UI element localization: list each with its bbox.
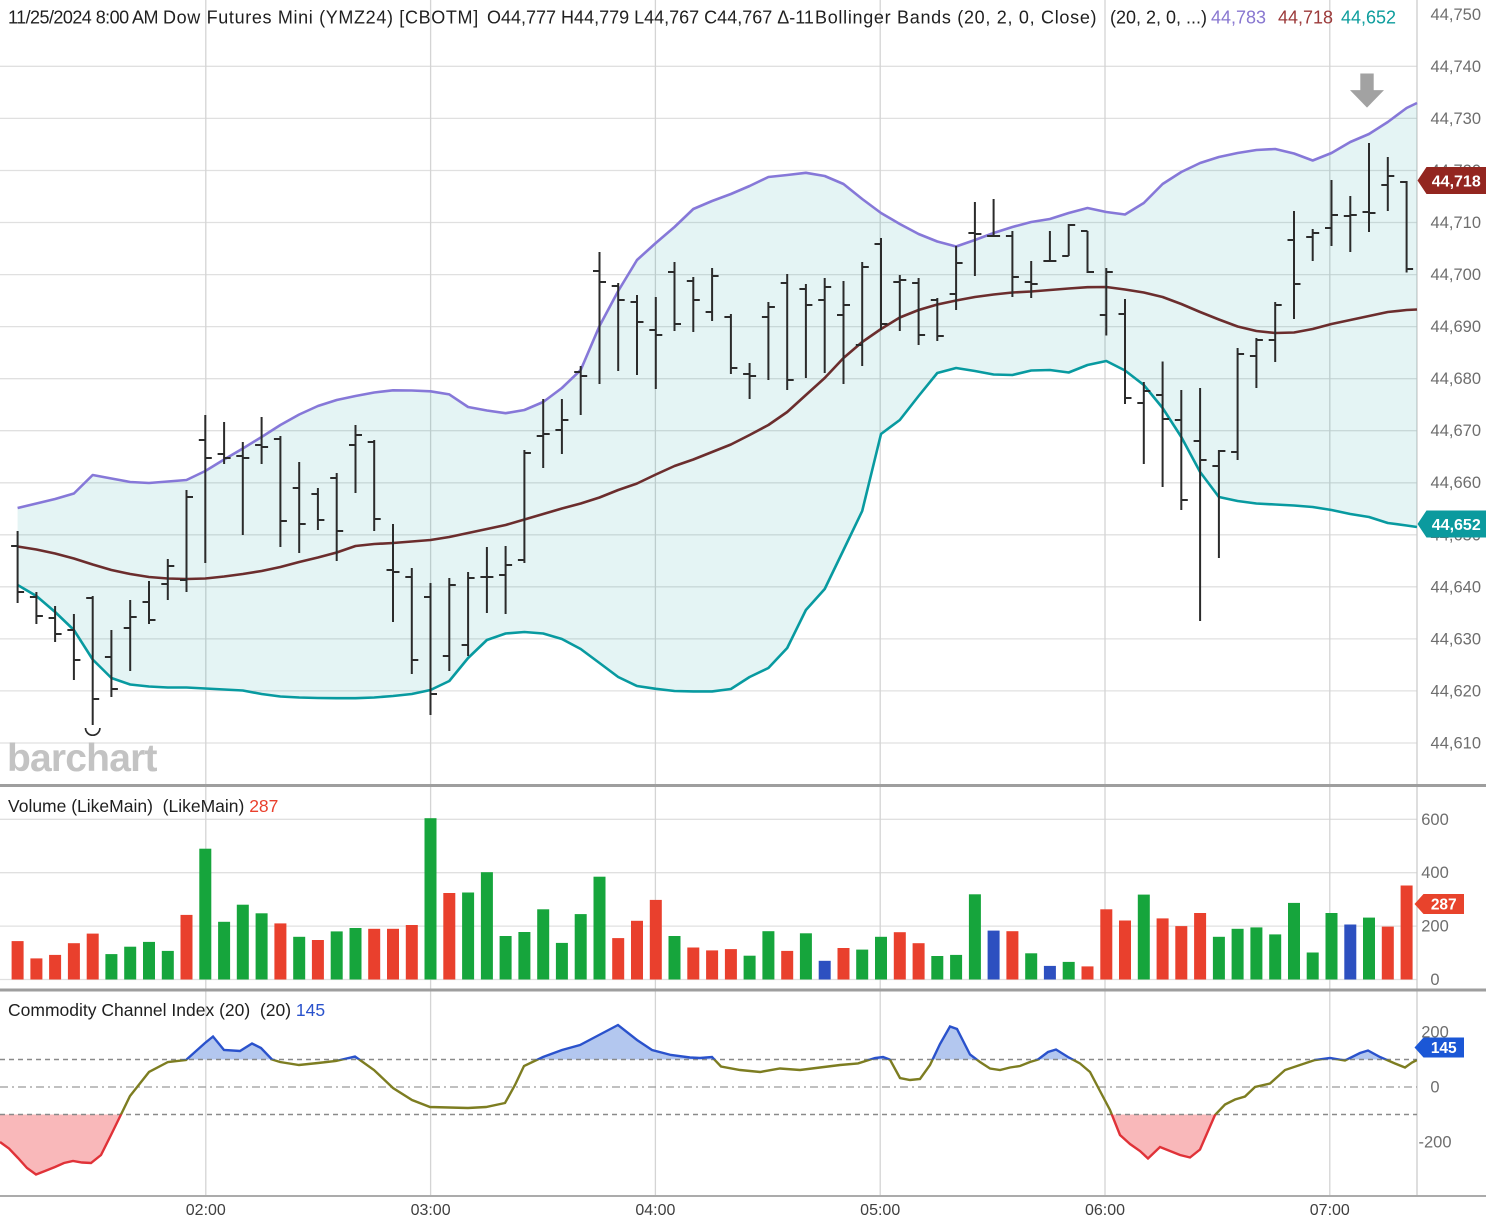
svg-text:O44,777 H44,779 L44,767 C44,76: O44,777 H44,779 L44,767 C44,767 Δ-11 — [487, 8, 814, 28]
svg-text:44,652: 44,652 — [1432, 517, 1481, 534]
svg-text:44,690: 44,690 — [1431, 318, 1481, 336]
svg-text:Volume (LikeMain) (LikeMain): Volume (LikeMain) (LikeMain) 287 — [8, 796, 278, 816]
svg-text:03:00: 03:00 — [411, 1202, 451, 1219]
svg-text:04:00: 04:00 — [635, 1202, 675, 1219]
svg-text:-200: -200 — [1418, 1134, 1451, 1152]
svg-text:05:00: 05:00 — [860, 1202, 900, 1219]
svg-text:44,718: 44,718 — [1278, 8, 1333, 28]
svg-text:44,710: 44,710 — [1431, 214, 1481, 232]
svg-text:barchart: barchart — [7, 737, 157, 780]
svg-text:11/25/2024 8:00 AM: 11/25/2024 8:00 AM — [8, 8, 158, 28]
svg-text:44,730: 44,730 — [1431, 110, 1481, 128]
svg-text:(20, 2, 0, ...): (20, 2, 0, ...) — [1110, 8, 1207, 28]
svg-text:600: 600 — [1421, 811, 1449, 829]
svg-text:44,620: 44,620 — [1431, 682, 1481, 700]
svg-text:400: 400 — [1421, 864, 1449, 882]
svg-text:200: 200 — [1421, 918, 1449, 936]
svg-text:145: 145 — [1431, 1040, 1457, 1057]
svg-text:02:00: 02:00 — [186, 1202, 226, 1219]
svg-text:44,783: 44,783 — [1211, 8, 1266, 28]
svg-text:44,740: 44,740 — [1431, 58, 1481, 76]
svg-text:44,750: 44,750 — [1431, 6, 1481, 24]
svg-text:44,680: 44,680 — [1431, 370, 1481, 388]
svg-text:200: 200 — [1421, 1024, 1449, 1042]
svg-text:0: 0 — [1430, 971, 1439, 989]
svg-text:44,718: 44,718 — [1432, 173, 1481, 190]
svg-text:Bollinger Bands (20, 2, 0, Clo: Bollinger Bands (20, 2, 0, Close) — [815, 8, 1097, 28]
svg-text:44,610: 44,610 — [1431, 735, 1481, 753]
svg-text:Commodity Channel Index (20): Commodity Channel Index (20) (20) 145 — [8, 1000, 325, 1020]
svg-text:44,640: 44,640 — [1431, 578, 1481, 596]
svg-text:44,630: 44,630 — [1431, 630, 1481, 648]
svg-text:44,660: 44,660 — [1431, 474, 1481, 492]
svg-text:0: 0 — [1430, 1079, 1439, 1097]
svg-text:Dow Futures Mini (YMZ24) [CBOT: Dow Futures Mini (YMZ24) [CBOTM] — [163, 8, 479, 28]
svg-text:44,700: 44,700 — [1431, 266, 1481, 284]
svg-text:44,670: 44,670 — [1431, 422, 1481, 440]
svg-text:06:00: 06:00 — [1085, 1202, 1125, 1219]
svg-text:287: 287 — [1431, 897, 1457, 914]
svg-text:07:00: 07:00 — [1310, 1202, 1350, 1219]
svg-text:44,652: 44,652 — [1341, 8, 1396, 28]
